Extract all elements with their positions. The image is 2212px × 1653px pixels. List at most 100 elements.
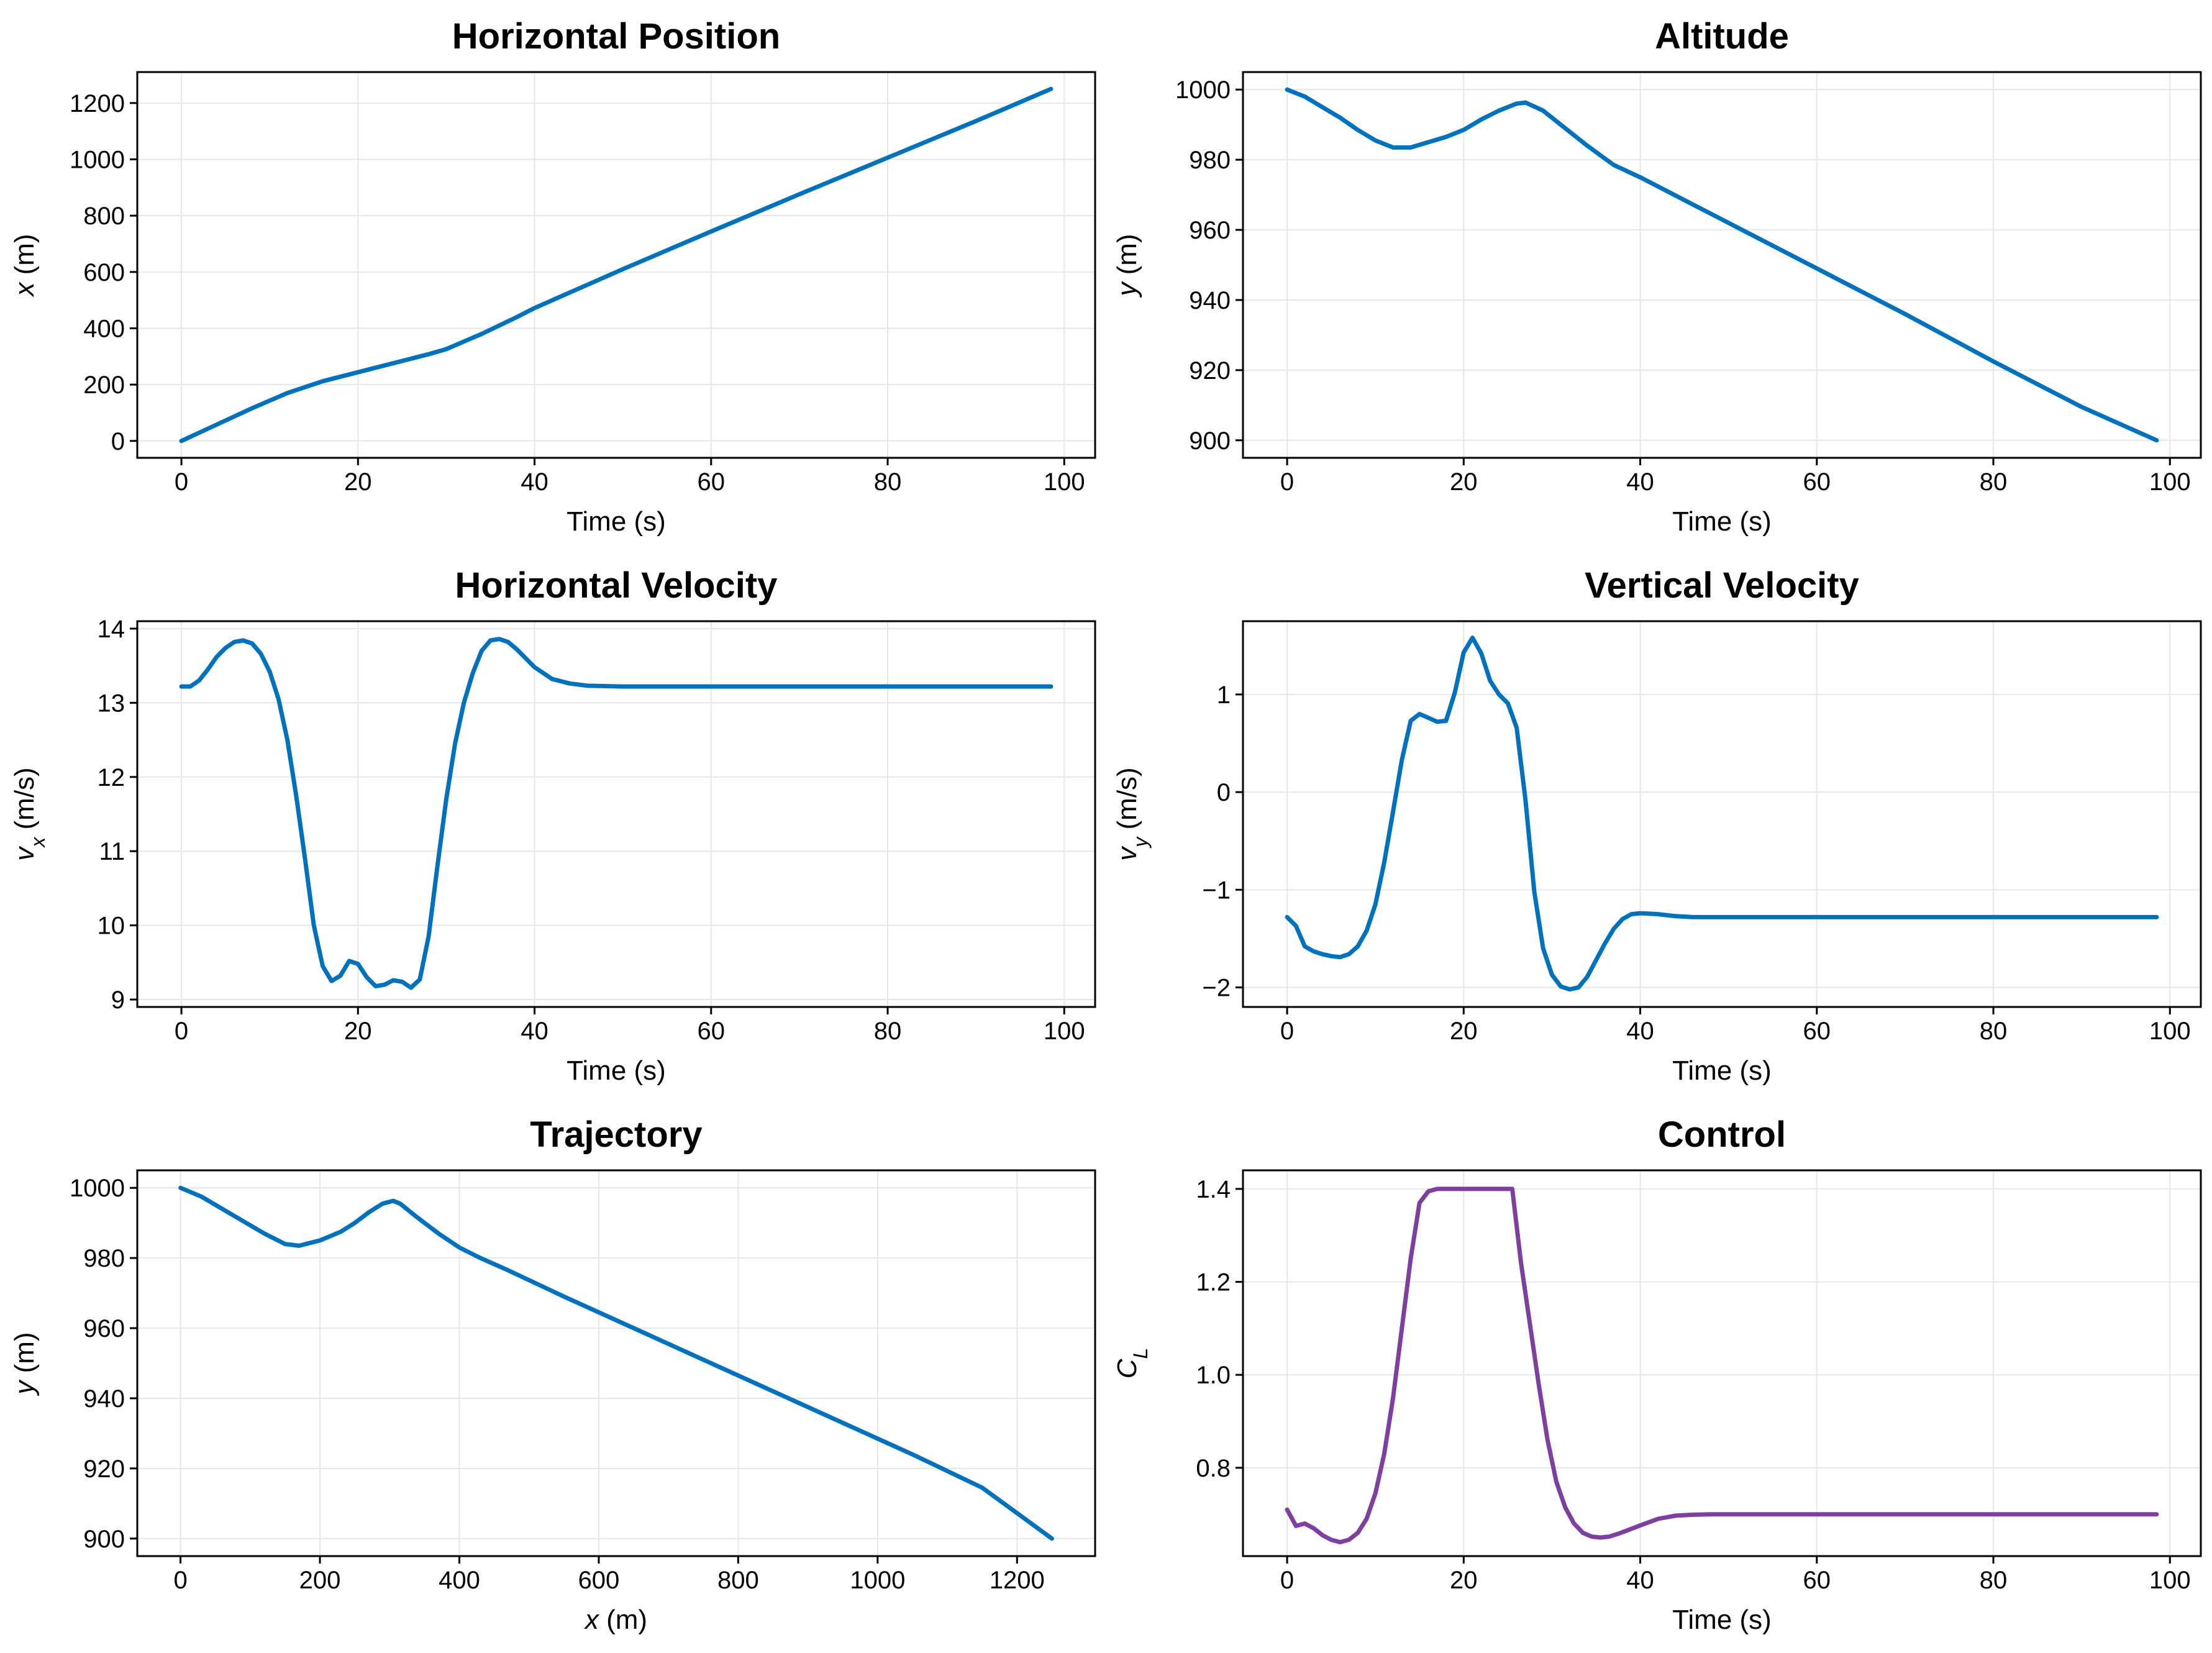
x-tick-label: 80 <box>1980 1567 2008 1594</box>
axes-frame <box>136 1169 1096 1557</box>
series-line-x <box>179 86 1054 444</box>
x-axis-label: x (m) <box>584 1605 647 1635</box>
x-tick-label: 60 <box>698 468 726 496</box>
panel-vertical-velocity: 0 20 40 60 80 100 −2 −1 0 1 Vertical Velocity Time … <box>1112 565 2202 1086</box>
y-tick-label: 920 <box>1189 357 1231 385</box>
label-part: x <box>27 837 49 849</box>
x-tick-label: 40 <box>1626 468 1654 496</box>
y-tick-label: 200 <box>83 371 125 399</box>
label-part: (m) <box>9 1332 40 1380</box>
y-tick-label: 920 <box>83 1455 125 1483</box>
y-tick-label: 0 <box>111 428 125 455</box>
y-tick-label: 1000 <box>1175 76 1231 104</box>
chart-title: Control <box>1658 1114 1786 1155</box>
y-tick-label: 1.0 <box>1196 1362 1231 1389</box>
x-tick-label: 800 <box>717 1567 759 1594</box>
y-axis-label: y (m) <box>1112 234 1142 298</box>
label-part: (m/s) <box>9 767 40 837</box>
series-line-v-y <box>1285 635 2159 992</box>
x-tick-label: 0 <box>1280 1018 1294 1045</box>
chart-title: Trajectory <box>530 1114 702 1155</box>
x-axis-label: Time (s) <box>1672 1605 1772 1635</box>
label-part: y <box>1129 836 1152 849</box>
x-tick-label: 40 <box>521 468 548 496</box>
label-part: y <box>9 1379 40 1396</box>
label-part: v <box>9 845 40 861</box>
y-tick-label: 14 <box>98 616 125 643</box>
x-tick-label: 60 <box>1803 1567 1831 1594</box>
label-part: C <box>1112 1358 1142 1378</box>
x-tick-label: 1200 <box>990 1567 1045 1594</box>
x-tick-label: 200 <box>299 1567 341 1594</box>
y-tick-label: 9 <box>111 986 125 1014</box>
y-tick-label: 940 <box>1189 287 1231 314</box>
y-tick-label: 1.2 <box>1196 1269 1231 1296</box>
panel-horizontal-velocity: 0 20 40 60 80 100 9 10 11 12 13 14 Horizontal Veloci… <box>9 565 1096 1086</box>
x-tick-label: 0 <box>1280 468 1294 496</box>
y-tick-label: 1000 <box>70 1175 125 1202</box>
y-tick-label: 1200 <box>70 90 125 117</box>
x-tick-label: 0 <box>173 1567 187 1594</box>
x-tick-label: 40 <box>521 1018 548 1045</box>
x-axis-label: Time (s) <box>567 1055 666 1086</box>
y-tick-label: 600 <box>83 259 125 286</box>
axes-frame <box>1242 71 2202 459</box>
y-axis-label: vx (m/s) <box>9 767 49 860</box>
x-tick-label: 0 <box>175 468 188 496</box>
label-part: (m) <box>9 234 40 282</box>
y-tick-label: 10 <box>98 913 125 940</box>
x-tick-label: 80 <box>1980 1018 2008 1045</box>
panel-control: 0 20 40 60 80 100 0.8 1.0 1.2 1.4 Control Time (s) C… <box>1112 1114 2202 1635</box>
series-line-y <box>1285 87 2159 443</box>
label-part: y <box>1112 281 1142 298</box>
x-tick-label: 80 <box>1980 468 2008 496</box>
y-tick-label: 900 <box>83 1526 125 1553</box>
series-line-v-x <box>179 637 1054 990</box>
chart-title: Vertical Velocity <box>1585 565 1859 606</box>
y-axis-label: y (m) <box>9 1332 40 1396</box>
x-tick-label: 20 <box>344 1018 372 1045</box>
x-tick-label: 20 <box>1450 1018 1478 1045</box>
label-part: v <box>1112 845 1142 861</box>
x-tick-label: 100 <box>2149 468 2191 496</box>
y-tick-label: 0.8 <box>1196 1455 1231 1482</box>
x-tick-label: 80 <box>874 468 902 496</box>
y-tick-label: 12 <box>98 764 125 791</box>
y-tick-label: 13 <box>98 690 125 717</box>
axes-frame <box>1242 1169 2202 1557</box>
y-axis-label: x (m) <box>9 234 40 297</box>
x-tick-label: 400 <box>439 1567 480 1594</box>
label-part: (m) <box>1112 234 1142 282</box>
axes-frame <box>136 620 1096 1008</box>
y-tick-label: 900 <box>1189 427 1231 455</box>
y-axis-label: vy (m/s) <box>1112 767 1152 860</box>
label-part: x <box>584 1605 600 1635</box>
x-tick-label: 20 <box>1450 468 1478 496</box>
x-tick-label: 0 <box>1280 1567 1294 1594</box>
x-tick-label: 0 <box>175 1018 188 1045</box>
axes-frame <box>136 71 1096 459</box>
label-part: (m) <box>599 1605 647 1635</box>
y-tick-label: 940 <box>83 1385 125 1413</box>
x-tick-label: 100 <box>1044 1018 1085 1045</box>
x-tick-label: 100 <box>2149 1018 2191 1045</box>
y-tick-label: 400 <box>83 315 125 342</box>
y-tick-label: 980 <box>1189 147 1231 174</box>
y-axis-label: CL <box>1112 1348 1152 1379</box>
chart-title: Altitude <box>1655 16 1789 57</box>
label-part: x <box>9 281 40 298</box>
axes-frame <box>1242 620 2202 1008</box>
x-tick-label: 1000 <box>850 1567 905 1594</box>
x-tick-label: 20 <box>344 468 372 496</box>
panel-trajectory: 0 200 400 600 800 1000 1200 900 920 940 960 980 1000… <box>9 1114 1096 1635</box>
y-tick-label: 980 <box>83 1245 125 1272</box>
series-line-C-L <box>1285 1186 2159 1545</box>
panel-altitude: 0 20 40 60 80 100 900 920 940 960 980 1000 Altitude T… <box>1112 16 2202 537</box>
chart-title: Horizontal Velocity <box>455 565 778 606</box>
x-tick-label: 40 <box>1626 1567 1654 1594</box>
x-tick-label: 40 <box>1626 1018 1654 1045</box>
x-tick-label: 80 <box>874 1018 902 1045</box>
y-tick-label: −2 <box>1202 975 1231 1002</box>
panel-horizontal-position: 0 20 40 60 80 100020040060080010001200Horizon… <box>9 16 1096 537</box>
